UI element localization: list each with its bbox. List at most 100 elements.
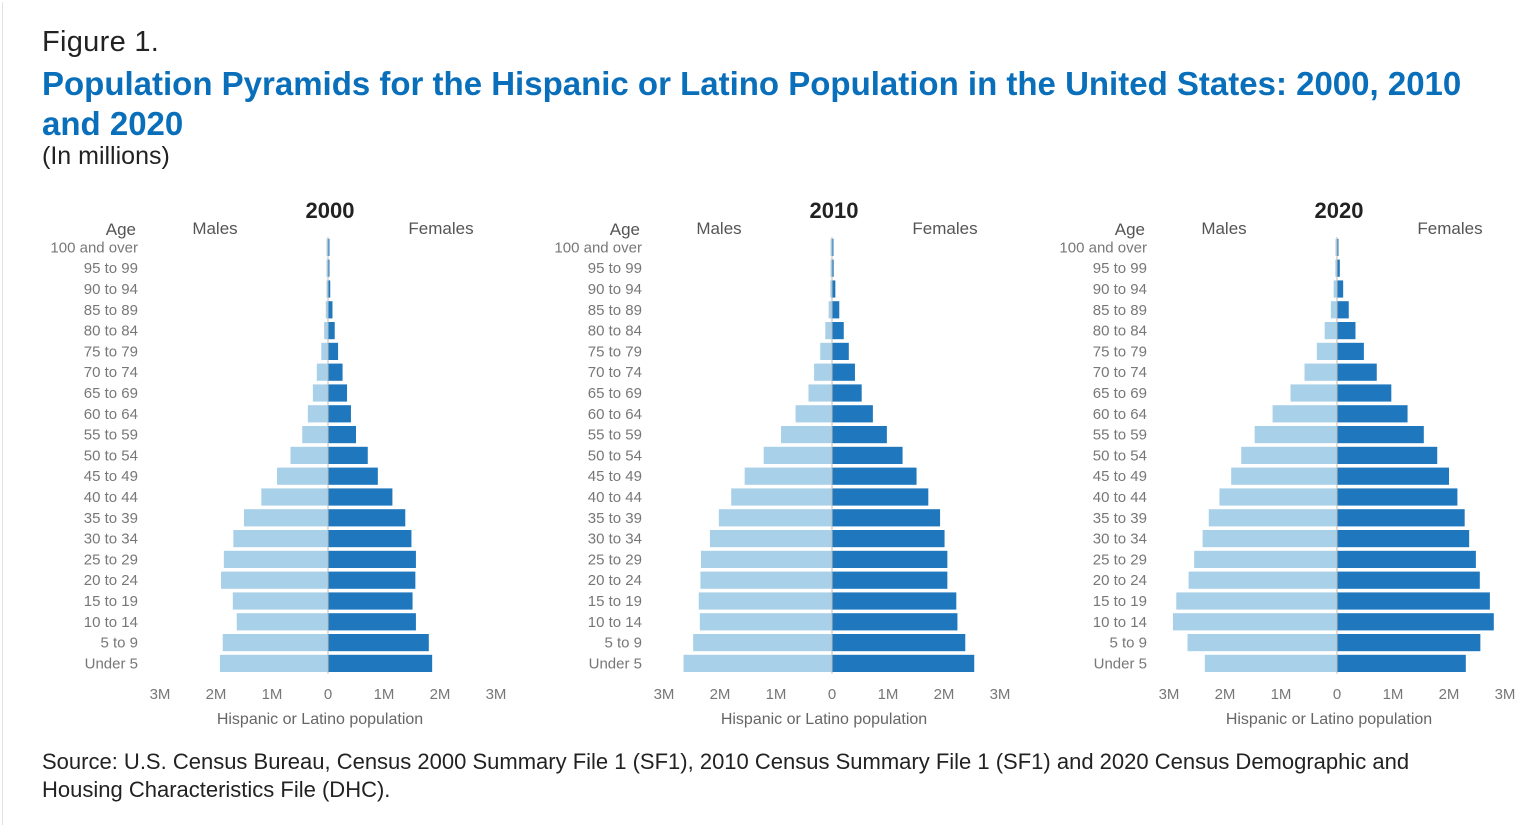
age-group-label: 15 to 19 [1093,593,1147,610]
bar-males [808,384,832,402]
bar-males [763,446,832,464]
bar-females [328,238,330,256]
bar-males [1172,613,1337,631]
bar-females [1337,654,1466,672]
age-group-label: 70 to 74 [1093,364,1147,381]
bar-females [832,322,844,340]
age-header: Age [1115,220,1145,239]
bar-females [832,654,975,672]
bar-males [302,426,328,444]
bar-females [832,530,945,548]
figure-label: Figure 1. [42,26,160,58]
bar-females [328,488,393,506]
bar-males [1204,654,1337,672]
x-axis-label: Hispanic or Latino population [721,711,927,728]
figure-title: Population Pyramids for the Hispanic or … [42,65,1462,142]
bar-females [1337,238,1339,256]
age-group-label: 25 to 29 [1093,551,1147,568]
x-tick-label: 1M [262,686,283,703]
x-tick-label: 1M [374,686,395,703]
age-group-label: 50 to 54 [588,447,642,464]
bar-males [221,571,328,589]
x-tick-label: 0 [324,686,332,703]
bar-males [236,613,328,631]
bar-males [326,238,328,256]
bar-females [1337,405,1408,423]
bar-females [1337,426,1424,444]
bar-males [1219,488,1337,506]
bar-males [290,446,328,464]
bar-males [709,530,832,548]
bar-males [825,322,832,340]
bar-males [795,405,832,423]
bar-males [324,322,328,340]
bar-males [693,634,832,652]
bar-females [328,426,356,444]
bar-females [328,363,343,381]
bar-females [328,467,378,485]
x-tick-label: 3M [654,686,675,703]
bar-males [1330,301,1337,319]
bar-males [718,509,832,527]
age-group-label: 15 to 19 [588,593,642,610]
age-group-label: 65 to 69 [84,385,138,402]
bar-males [321,342,328,360]
bar-females [328,509,406,527]
age-group-label: 10 to 14 [588,614,642,631]
x-tick-label: 1M [878,686,899,703]
figure-subtitle: (In millions) [42,142,170,170]
x-tick-label: 0 [828,686,836,703]
bar-females [1337,592,1490,610]
x-tick-label: 2M [430,686,451,703]
bar-males [698,592,832,610]
bar-males [700,550,832,568]
age-group-label: 90 to 94 [84,281,138,298]
bar-females [1337,613,1494,631]
bar-females [328,446,368,464]
age-group-label: 75 to 79 [588,343,642,360]
bar-males [307,405,328,423]
bar-females [1337,509,1465,527]
age-group-label: 75 to 79 [84,343,138,360]
bar-females [1337,571,1480,589]
bar-females [328,405,351,423]
bar-females [328,384,348,402]
bar-males [1335,238,1337,256]
bar-females [832,613,958,631]
bar-females [832,238,834,256]
age-group-label: 35 to 39 [588,510,642,527]
bar-females [328,342,339,360]
x-tick-label: 1M [766,686,787,703]
age-group-label: 95 to 99 [1093,260,1147,277]
age-group-label: 60 to 64 [1093,406,1147,423]
bar-females [832,634,966,652]
age-group-label: 55 to 59 [84,427,138,444]
age-group-label: 20 to 24 [588,572,642,589]
bar-females [832,446,903,464]
bar-females [832,592,957,610]
bar-females [328,571,416,589]
bar-females [832,280,836,298]
age-group-label: 80 to 84 [1093,323,1147,340]
bar-males [1272,405,1337,423]
age-group-label: 30 to 34 [588,531,642,548]
chart-year-title: 2000 [306,198,355,223]
age-group-label: 40 to 44 [588,489,642,506]
age-group-label: 70 to 74 [588,364,642,381]
bar-females [832,467,917,485]
bar-males [316,363,328,381]
age-group-label: 70 to 74 [84,364,138,381]
bar-males [326,259,328,277]
x-tick-label: 3M [1495,686,1516,703]
bar-males [700,571,832,589]
bar-males [731,488,832,506]
age-group-label: 95 to 99 [588,260,642,277]
bar-females [328,634,429,652]
bar-males [219,654,328,672]
bar-males [781,426,832,444]
chart-year-title: 2010 [810,198,859,223]
bar-males [1290,384,1337,402]
age-header: Age [610,220,640,239]
bar-males [261,488,328,506]
bar-males [1335,259,1337,277]
